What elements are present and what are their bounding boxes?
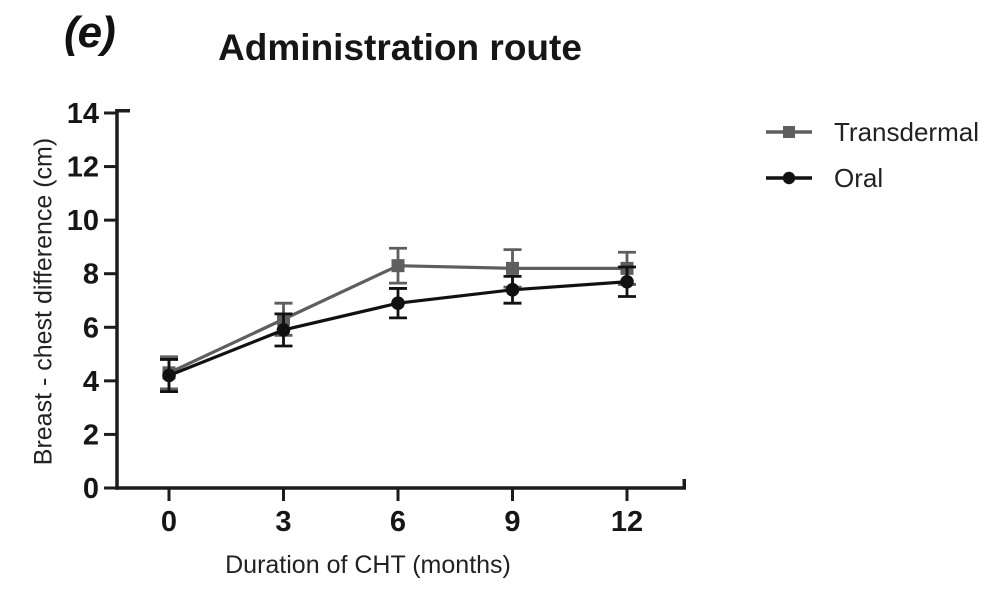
y-tick-label: 4 bbox=[83, 366, 99, 398]
y-tick-label: 2 bbox=[83, 419, 99, 451]
data-point-oral-3 bbox=[276, 323, 291, 337]
data-point-oral-0 bbox=[162, 368, 176, 383]
series-oral bbox=[160, 265, 637, 393]
data-point-transdermal-6 bbox=[391, 259, 405, 273]
y-tick-label: 0 bbox=[83, 473, 99, 505]
y-tick-label: 14 bbox=[67, 98, 99, 130]
x-tick-label: 6 bbox=[390, 506, 406, 538]
transdermal-square-marker-icon bbox=[766, 124, 812, 140]
y-tick-label: 6 bbox=[83, 312, 99, 344]
legend-marker-square bbox=[783, 126, 795, 138]
x-ticks: 0 3 6 9 12 bbox=[161, 489, 643, 538]
data-point-oral-12 bbox=[620, 274, 634, 289]
y-tick-label: 8 bbox=[83, 259, 99, 291]
y-ticks: 0 2 4 6 8 10 12 14 bbox=[67, 98, 117, 505]
x-tick-label: 12 bbox=[611, 506, 643, 538]
x-axis-label: Duration of CHT (months) bbox=[225, 551, 511, 579]
legend-marker-circle bbox=[782, 171, 796, 185]
chart-title: Administration route bbox=[218, 27, 582, 68]
y-tick-label: 10 bbox=[67, 205, 99, 237]
data-point-oral-6 bbox=[391, 296, 405, 310]
x-tick-label: 3 bbox=[275, 506, 291, 538]
legend-item-oral: Oral bbox=[766, 162, 979, 194]
legend-swatch-svg bbox=[766, 126, 812, 138]
panel-label: (e) bbox=[64, 8, 116, 57]
x-tick-label: 0 bbox=[161, 506, 177, 538]
data-point-transdermal-9 bbox=[506, 261, 520, 275]
oral-circle-marker-icon bbox=[766, 170, 812, 186]
legend-swatch-svg bbox=[766, 171, 812, 185]
y-tick-label: 12 bbox=[67, 152, 99, 184]
axes bbox=[115, 109, 686, 490]
legend: Transdermal Oral bbox=[766, 116, 979, 194]
legend-label-transdermal: Transdermal bbox=[834, 116, 979, 147]
data-point-oral-9 bbox=[505, 282, 520, 297]
legend-item-transdermal: Transdermal bbox=[766, 116, 979, 148]
x-tick-label: 9 bbox=[504, 506, 520, 538]
legend-label-oral: Oral bbox=[834, 162, 884, 193]
